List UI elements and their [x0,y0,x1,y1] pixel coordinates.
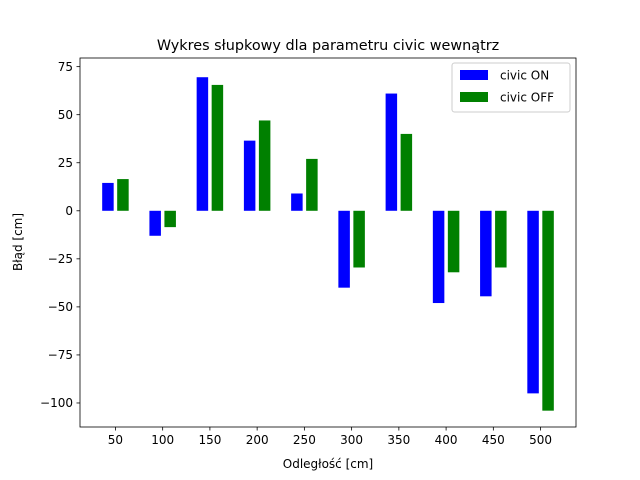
x-tick-label-400: 400 [435,433,458,447]
bar-civic-on-350 [385,93,398,211]
bar-civic-off-350 [400,133,413,211]
y-axis-label: Błąd [cm] [11,213,25,271]
legend-swatch-civic-on [460,70,488,80]
bar-civic-off-200 [258,120,271,211]
x-tick-label-500: 500 [529,433,552,447]
legend-label-civic-on: civic ON [500,69,549,83]
bar-civic-on-500 [527,210,539,394]
y-tick-label-25: 25 [58,156,73,170]
plot-frame [79,57,577,428]
bar-civic-off-450 [495,210,507,268]
x-tick-label-150: 150 [198,433,221,447]
bar-civic-off-300 [353,210,365,268]
legend-label-civic-off: civic OFF [500,91,554,105]
bar-civic-on-100 [149,210,161,236]
x-tick-label-50: 50 [108,433,123,447]
x-axis-label: Odległość [cm] [283,457,373,471]
bars-layer [102,77,554,411]
bar-civic-off-400 [447,210,460,273]
y-tick-label--25: −25 [48,252,73,266]
y-tick-label--50: −50 [48,300,73,314]
x-tick-label-100: 100 [151,433,174,447]
y-tick-label-50: 50 [58,108,73,122]
bar-civic-off-100 [164,210,176,228]
bar-civic-on-300 [338,210,350,288]
x-tick-label-300: 300 [340,433,363,447]
y-tick-label--75: −75 [48,348,73,362]
bar-civic-on-150 [196,77,209,211]
bar-civic-off-50 [117,179,129,211]
legend-swatch-civic-off [460,92,488,102]
x-tick-label-200: 200 [246,433,269,447]
bar-civic-off-250 [306,158,318,211]
x-tick-label-350: 350 [387,433,410,447]
legend: civic ON civic OFF [451,62,571,113]
bar-civic-on-50 [102,182,114,211]
bar-civic-off-500 [542,210,554,411]
y-tick-label-0: 0 [65,204,73,218]
bar-civic-on-250 [291,193,303,211]
bar-civic-on-400 [432,210,445,304]
x-tick-label-450: 450 [482,433,505,447]
y-tick-label--100: −100 [40,396,73,410]
bar-civic-off-150 [211,84,224,211]
x-tick-label-250: 250 [293,433,316,447]
bar-civic-on-200 [243,140,256,211]
bar-civic-on-450 [480,210,492,297]
y-tick-label-75: 75 [58,60,73,74]
chart-title: Wykres słupkowy dla parametru civic wewn… [157,38,499,54]
axes-layer: 50 100 150 200 250 300 350 400 450 500−100−75−50−… [40,57,577,447]
